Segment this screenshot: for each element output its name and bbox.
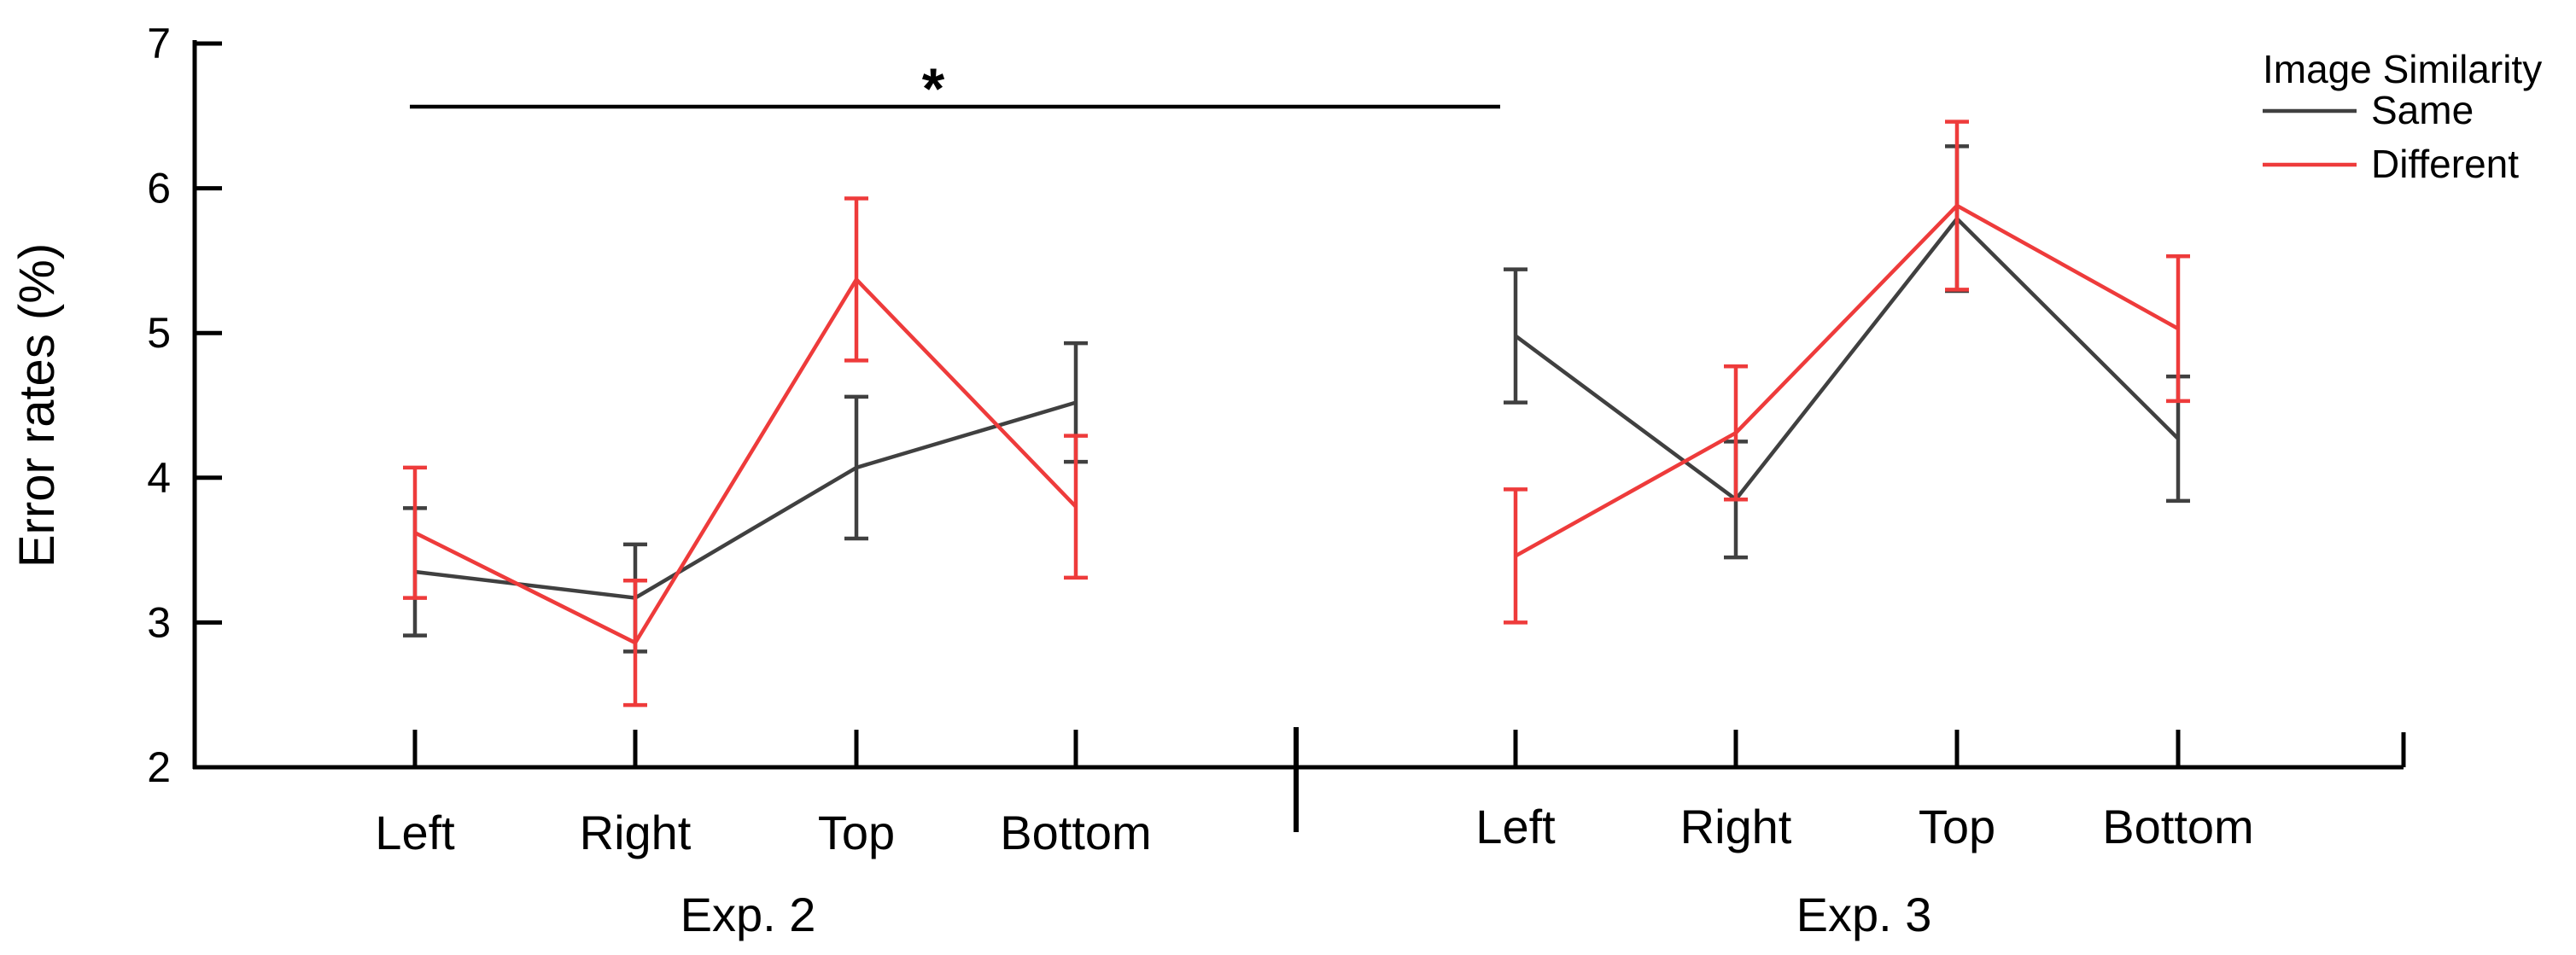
error-bar-different bbox=[1945, 119, 1969, 292]
significance-marker: * bbox=[922, 56, 945, 121]
y-tick-label: 2 bbox=[147, 743, 171, 791]
y-tick-label: 4 bbox=[147, 454, 171, 502]
y-tick-label: 3 bbox=[147, 598, 171, 646]
y-tick-label: 7 bbox=[147, 20, 171, 67]
error-bar-different bbox=[623, 578, 647, 708]
x-tick-label: Top bbox=[1919, 800, 1995, 853]
error-bar-different bbox=[403, 465, 427, 600]
data-layer: * bbox=[403, 56, 2190, 708]
legend-label-different: Different bbox=[2371, 142, 2519, 186]
y-tick-label: 6 bbox=[147, 165, 171, 213]
series-line-same bbox=[414, 400, 1077, 600]
x-tick-label: Top bbox=[818, 806, 895, 859]
legend-label-same: Same bbox=[2371, 88, 2474, 132]
x-tick-label: Right bbox=[1680, 800, 1792, 853]
error-bar-same bbox=[1504, 267, 1527, 405]
error-bar-different bbox=[844, 196, 868, 363]
error-bar-different bbox=[1504, 487, 1527, 625]
x-tick-label: Bottom bbox=[2102, 800, 2253, 853]
error-bar-different bbox=[1724, 364, 1748, 502]
error-bar-same bbox=[844, 394, 868, 541]
legend-title: Image Similarity bbox=[2263, 47, 2542, 91]
axes-layer: 2 3 4 5 6 7 Error rates (%) Left Right Top Bottom E… bbox=[9, 20, 2406, 941]
x-tick-label: Right bbox=[580, 806, 692, 859]
series-line-different bbox=[413, 276, 1078, 646]
error-bar-different bbox=[1064, 434, 1088, 580]
x-tick-label: Left bbox=[375, 806, 455, 859]
error-bar-different bbox=[2166, 254, 2190, 404]
y-tick-label: 5 bbox=[147, 309, 171, 357]
series-line-different bbox=[1514, 203, 2180, 558]
series-line-same bbox=[1514, 215, 2180, 503]
panel-label: Exp. 3 bbox=[1796, 888, 1932, 941]
y-axis-label: Error rates (%) bbox=[9, 243, 65, 568]
panel-label: Exp. 2 bbox=[681, 888, 816, 941]
x-tick-label: Bottom bbox=[1000, 806, 1151, 859]
x-tick-label: Left bbox=[1475, 800, 1556, 853]
